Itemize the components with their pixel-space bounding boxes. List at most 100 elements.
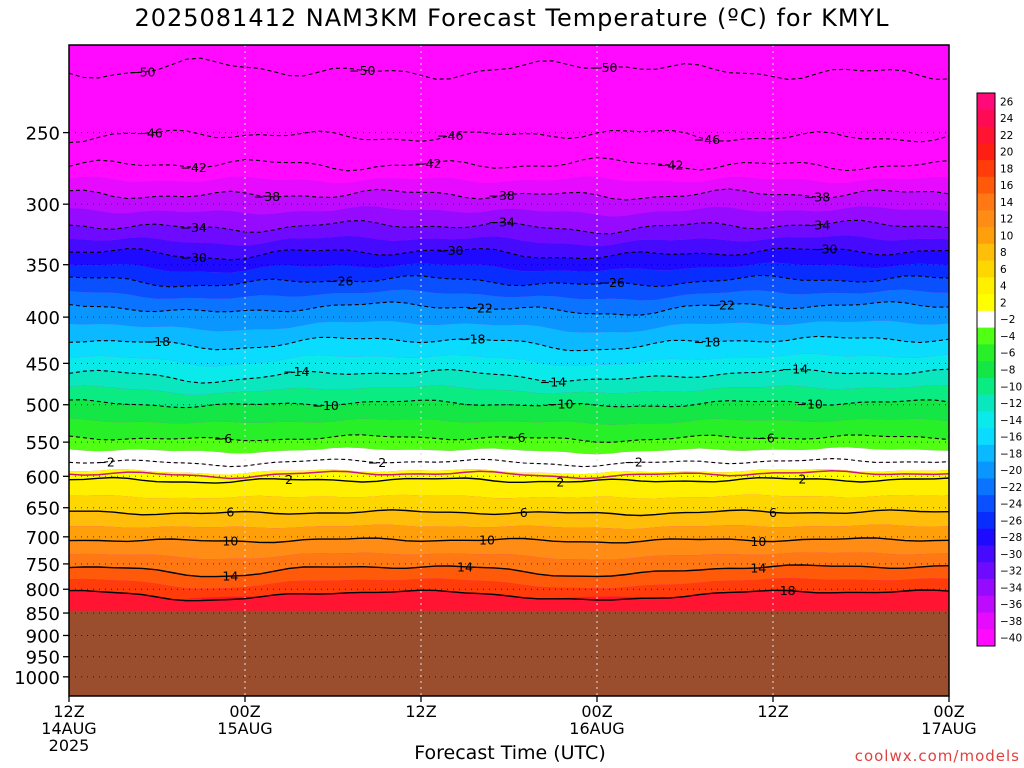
colorbar-label: −14: [1000, 415, 1022, 427]
colorbar-swatch: [977, 210, 995, 228]
colorbar-label: −4: [1000, 331, 1016, 343]
temperature-band: [69, 353, 949, 384]
contour-line: [69, 476, 949, 484]
colorbar-label: −2: [1000, 314, 1015, 326]
contour-line: [69, 57, 949, 80]
temperature-band: [69, 458, 949, 475]
contour-label: −14: [782, 362, 808, 377]
contour-line: [69, 301, 949, 316]
temperature-band: [69, 301, 949, 333]
colorbar-label: −38: [1000, 616, 1022, 628]
contour-label: −10: [312, 398, 338, 413]
contour-line: [69, 458, 949, 468]
temperature-band: [69, 369, 949, 395]
y-tick-label: 500: [26, 396, 60, 417]
colorbar-swatch: [977, 277, 995, 295]
chart-title: 2025081412 NAM3KM Forecast Temperature (…: [134, 4, 890, 32]
contour-line: [69, 509, 949, 517]
colorbar-label: 18: [1000, 163, 1013, 175]
warm-core: [523, 596, 700, 616]
contour-label: −6: [507, 430, 525, 445]
colorbar-swatch: [977, 511, 995, 530]
y-tick-label: 900: [26, 626, 60, 647]
colorbar-swatch: [977, 377, 995, 396]
colorbar-swatch: [977, 478, 995, 496]
warm-core: [897, 596, 949, 616]
colorbar-label: −22: [1000, 482, 1022, 494]
colorbar-label: 26: [1000, 96, 1014, 108]
contour-label: −6: [756, 431, 774, 446]
contour-label: −46: [136, 126, 162, 141]
contour-label: −50: [591, 60, 617, 75]
y-tick-label: 450: [26, 354, 60, 375]
temperature-band: [69, 336, 949, 367]
x-tick-label: 12Z: [53, 702, 84, 721]
plot-border: [68, 44, 950, 697]
contour-label: −30: [180, 250, 206, 265]
contour-label: 10: [750, 534, 766, 549]
temperature-band: [69, 385, 949, 408]
contour-line: [69, 589, 949, 602]
colorbar-label: 16: [1000, 180, 1014, 192]
contour-line: [69, 335, 949, 352]
axes: 2503003504004505005506006507007508008509…: [14, 124, 977, 755]
contour-label: 10: [222, 533, 238, 548]
temperature-band: [69, 275, 949, 301]
colorbar-label: 4: [1000, 281, 1007, 293]
contour-label: −2: [368, 455, 386, 470]
contour-line: [69, 219, 949, 235]
colorbar-swatch: [977, 176, 995, 195]
x-axis-label: Forecast Time (UTC): [414, 742, 606, 764]
colorbar-swatch: [977, 327, 995, 345]
colorbar-swatch: [977, 109, 995, 128]
colorbar-swatch: [977, 160, 995, 178]
contour-line: [69, 156, 949, 172]
colorbar-label: 20: [1000, 147, 1013, 159]
contour-label: 14: [457, 559, 473, 574]
colorbar-swatch: [977, 227, 995, 245]
plot-frame: [68, 44, 950, 697]
temperature-band: [69, 552, 949, 577]
temperature-band: [69, 399, 949, 425]
x-tick-label: 00Z: [581, 702, 612, 721]
colorbar-label: 12: [1000, 214, 1013, 226]
temperature-band: [69, 96, 949, 143]
colorbar-swatch: [977, 545, 995, 563]
temperature-band: [69, 176, 949, 200]
contour-label: −46: [694, 132, 720, 147]
freezing-line: [69, 469, 949, 480]
colorbar-label: −12: [1000, 398, 1022, 410]
temperature-band: [69, 524, 949, 543]
contour-label: −30: [811, 242, 837, 257]
temperature-contours: −50 −50 −50 −46 −46 −46 −42 −42 −42 −38 −38 −38 −34 −…: [69, 57, 949, 602]
colorbar-swatch: [977, 310, 995, 329]
contour-label: −18: [459, 332, 485, 347]
colorbar-label: −30: [1000, 549, 1022, 561]
colorbar-swatch: [977, 528, 995, 546]
x-tick-label: 12Z: [757, 702, 788, 721]
contour-label: −18: [144, 334, 170, 349]
y-tick-label: 550: [26, 433, 60, 454]
colorbar-swatch: [977, 428, 995, 446]
colorbar-swatch: [977, 495, 995, 513]
temperature-band: [69, 130, 949, 155]
colorbar-swatch: [977, 361, 995, 379]
colorbar-swatch: [977, 93, 995, 111]
contour-label: −22: [466, 301, 492, 316]
colorbar-swatch: [977, 629, 995, 647]
colorbar-label: −32: [1000, 566, 1022, 578]
colorbar-label: −40: [1000, 633, 1022, 645]
contour-label: −42: [180, 160, 206, 175]
contour-label: −30: [437, 243, 463, 258]
contour-line: [69, 247, 949, 261]
x-tick-label: 16AUG: [569, 719, 624, 738]
below-ground-mask: [69, 610, 949, 696]
contour-label: 14: [222, 569, 238, 584]
colorbar-swatch: [977, 461, 995, 479]
contour-label: −42: [415, 156, 441, 171]
contour-line: [69, 368, 949, 384]
contour-label: 10: [479, 533, 495, 548]
temperature-band: [69, 157, 949, 184]
colorbar-label: −8: [1000, 365, 1015, 377]
